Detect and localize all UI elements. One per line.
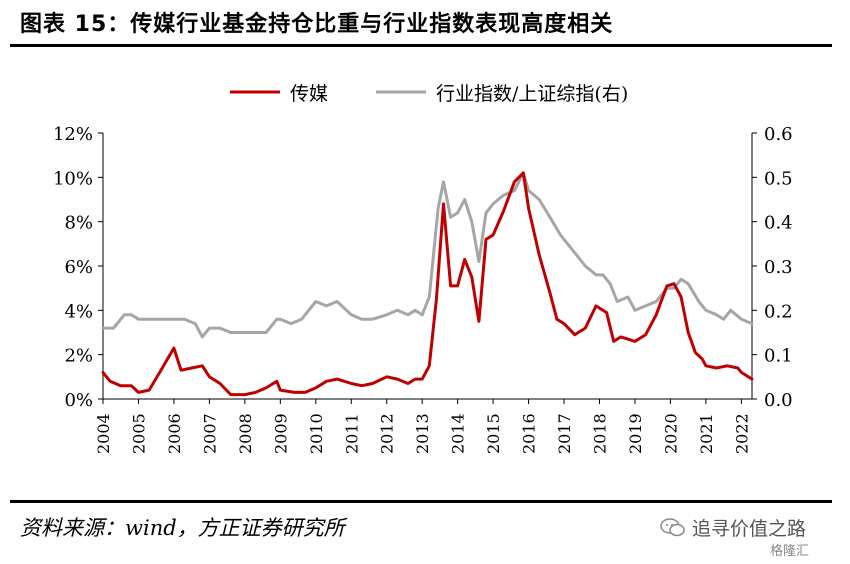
y-left-tick-label: 12% bbox=[53, 124, 93, 145]
top-rule bbox=[10, 44, 832, 47]
wechat-icon bbox=[660, 517, 685, 536]
y-left-tick-label: 10% bbox=[53, 168, 93, 189]
axes: 0% 2% 4% 6% 8% 10% 12% 0.0 0.1 0.2 0.3 0.4 0.5 0.6 200… bbox=[53, 124, 793, 454]
x-tick-label: 2020 bbox=[661, 413, 680, 454]
x-tick-label: 2022 bbox=[732, 413, 751, 454]
x-tick-label: 2009 bbox=[271, 413, 290, 454]
figure-title: 图表 15：传媒行业基金持仓比重与行业指数表现高度相关 bbox=[20, 12, 614, 37]
x-tick-label: 2018 bbox=[591, 413, 610, 454]
y-right-tick-label: 0.2 bbox=[764, 301, 793, 322]
series-group bbox=[101, 171, 754, 397]
y-right-tick-label: 0.0 bbox=[764, 390, 793, 411]
y-left-tick-label: 8% bbox=[64, 213, 93, 234]
series-line-media bbox=[101, 171, 754, 397]
watermark-sub: 格隆汇 bbox=[770, 544, 810, 559]
x-tick-label: 2016 bbox=[520, 413, 539, 454]
y-left-tick-label: 0% bbox=[64, 390, 93, 411]
x-tick-label: 2005 bbox=[129, 413, 148, 454]
x-tick-label: 2019 bbox=[626, 413, 645, 454]
x-tick-label: 2012 bbox=[378, 413, 397, 454]
y-right-tick-label: 0.1 bbox=[764, 346, 793, 367]
y-right-tick-label: 0.6 bbox=[764, 124, 793, 145]
x-tick-label: 2021 bbox=[697, 413, 716, 454]
source-note: 资料来源：wind，方正证券研究所 bbox=[20, 516, 345, 540]
legend-label-index: 行业指数/上证综指(右) bbox=[436, 83, 628, 105]
bottom-rule bbox=[10, 500, 832, 503]
x-tick-label: 2004 bbox=[94, 413, 113, 454]
y-left-tick-label: 6% bbox=[64, 257, 93, 278]
x-tick-label: 2008 bbox=[236, 413, 255, 454]
x-tick-label: 2011 bbox=[342, 413, 361, 454]
legend-label-media: 传媒 bbox=[290, 83, 328, 105]
x-tick-label: 2010 bbox=[307, 413, 326, 454]
watermark: 追寻价值之路 bbox=[660, 514, 806, 541]
x-tick-label: 2006 bbox=[165, 413, 184, 454]
legend: 传媒 行业指数/上证综指(右) bbox=[230, 83, 628, 105]
x-tick-label: 2015 bbox=[484, 413, 503, 454]
y-right-tick-label: 0.5 bbox=[764, 168, 793, 189]
y-left-tick-label: 4% bbox=[64, 301, 93, 322]
series-line-index bbox=[101, 171, 754, 339]
x-tick-label: 2017 bbox=[555, 413, 574, 454]
x-tick-label: 2014 bbox=[449, 413, 468, 454]
y-right-tick-label: 0.3 bbox=[764, 257, 793, 278]
x-tick-label: 2013 bbox=[413, 413, 432, 454]
y-right-tick-label: 0.4 bbox=[764, 213, 793, 234]
x-tick-label: 2007 bbox=[200, 413, 219, 454]
watermark-text: 追寻价值之路 bbox=[692, 518, 807, 540]
y-left-tick-label: 2% bbox=[64, 346, 93, 367]
